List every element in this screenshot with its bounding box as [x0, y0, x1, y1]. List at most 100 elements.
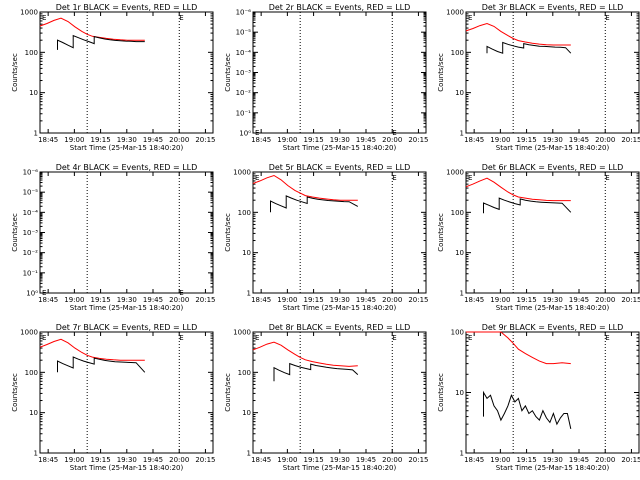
- x-tick-label: 20:15: [195, 296, 215, 304]
- x-axis-label: Start Time (25-Mar-15 18:40:20): [70, 464, 184, 472]
- event-marker: E: [255, 129, 259, 137]
- x-tick-label: 19:45: [356, 136, 376, 144]
- x-tick-label: 19:00: [490, 456, 510, 464]
- x-tick-label: 19:45: [356, 456, 376, 464]
- x-tick-label: 19:30: [543, 136, 563, 144]
- y-tick-label: 10: [29, 409, 38, 417]
- plot-frame: [39, 331, 214, 454]
- event-marker: E: [179, 334, 183, 342]
- event-marker: E: [42, 289, 46, 297]
- x-tick-label: 19:45: [143, 456, 163, 464]
- panel-title: Det 6r BLACK = Events, RED = LLD: [482, 163, 624, 172]
- x-tick-label: 19:15: [303, 136, 323, 144]
- y-tick-label: 1000: [20, 9, 38, 17]
- detector-panel: Det 3r BLACK = Events, RED = LLD 18:45 19:…: [437, 3, 640, 152]
- x-tick-label: 19:30: [330, 456, 350, 464]
- events-rate-line: [57, 34, 145, 50]
- x-tick-label: 18:45: [464, 136, 484, 144]
- x-tick-label: 19:30: [330, 136, 350, 144]
- events-rate-line: [273, 362, 359, 382]
- x-axis-label: Start Time (25-Mar-15 18:40:20): [496, 464, 610, 472]
- y-tick-label: 10⁻²: [236, 89, 252, 97]
- detector-panel: Det 8r BLACK = Events, RED = LLD 18:45 19:…: [224, 323, 429, 472]
- x-tick-label: 19:15: [516, 296, 536, 304]
- panel-title: Det 1r BLACK = Events, RED = LLD: [56, 3, 198, 12]
- x-tick-label: 19:30: [117, 136, 137, 144]
- y-tick-label: 10: [455, 89, 464, 97]
- x-tick-label: 20:00: [169, 456, 189, 464]
- x-tick-label: 19:00: [490, 136, 510, 144]
- y-tick-label: 100: [25, 49, 38, 57]
- x-tick-label: 19:15: [90, 136, 110, 144]
- x-tick-label: 19:30: [117, 296, 137, 304]
- lld-rate-line: [39, 17, 145, 41]
- x-tick-label: 20:00: [595, 136, 615, 144]
- y-tick-label: 10: [29, 89, 38, 97]
- y-tick-label: 1: [34, 450, 38, 458]
- events-rate-line: [270, 195, 359, 213]
- y-tick-label: 10⁻¹: [23, 269, 39, 277]
- events-rate-line: [483, 197, 572, 214]
- y-tick-label: 10⁻⁶: [23, 169, 39, 177]
- plot-frame: [465, 331, 640, 454]
- x-tick-label: 19:45: [569, 296, 589, 304]
- x-tick-label: 18:45: [464, 456, 484, 464]
- events-rate-line: [486, 41, 572, 54]
- event-marker: E: [392, 334, 396, 342]
- y-tick-label: 10⁻²: [23, 249, 39, 257]
- y-tick-label: 1: [460, 450, 464, 458]
- x-tick-label: 18:45: [464, 296, 484, 304]
- x-tick-label: 20:15: [195, 456, 215, 464]
- panel-title: Det 7r BLACK = Events, RED = LLD: [56, 323, 198, 332]
- lld-rate-line: [252, 174, 358, 201]
- x-tick-label: 19:00: [490, 296, 510, 304]
- y-tick-label: 1: [460, 130, 464, 138]
- x-tick-label: 20:15: [408, 296, 428, 304]
- plot-frame: [252, 171, 427, 294]
- detector-panel: Det 7r BLACK = Events, RED = LLD 18:45 19:…: [11, 323, 216, 472]
- plot-frame: [465, 171, 640, 294]
- y-tick-label: 100: [25, 369, 38, 377]
- x-tick-label: 19:15: [90, 456, 110, 464]
- event-marker: E: [179, 289, 183, 297]
- x-tick-label: 19:45: [143, 296, 163, 304]
- x-tick-label: 20:15: [195, 136, 215, 144]
- panel-title: Det 2r BLACK = Events, RED = LLD: [269, 3, 411, 12]
- y-tick-label: 10⁻³: [23, 229, 39, 237]
- detector-panel: Det 4r BLACK = Events, RED = LLD 18:45 19:…: [11, 163, 216, 312]
- y-tick-label: 10⁰: [239, 130, 251, 138]
- events-rate-line: [57, 356, 146, 373]
- lld-rate-line: [466, 331, 571, 365]
- x-tick-label: 20:15: [621, 296, 640, 304]
- x-tick-label: 19:15: [90, 296, 110, 304]
- x-tick-label: 20:15: [408, 456, 428, 464]
- y-tick-label: 10: [242, 409, 251, 417]
- y-tick-label: 10⁻⁶: [236, 9, 252, 17]
- x-tick-label: 18:45: [38, 456, 58, 464]
- x-tick-label: 19:45: [356, 296, 376, 304]
- x-tick-label: 20:15: [621, 456, 640, 464]
- y-axis-label: Counts/sec: [437, 213, 445, 252]
- x-tick-label: 19:30: [543, 456, 563, 464]
- x-tick-label: 19:15: [516, 136, 536, 144]
- y-tick-label: 100: [238, 209, 251, 217]
- y-tick-label: 10⁻⁴: [236, 49, 252, 57]
- event-marker: E: [468, 14, 472, 22]
- x-tick-label: 18:45: [38, 136, 58, 144]
- x-tick-label: 19:00: [64, 456, 84, 464]
- y-axis-label: Counts/sec: [224, 53, 232, 92]
- y-axis-label: Counts/sec: [437, 373, 445, 412]
- y-tick-label: 1: [34, 130, 38, 138]
- x-tick-label: 20:00: [169, 136, 189, 144]
- event-marker: E: [605, 14, 609, 22]
- x-tick-label: 18:45: [251, 456, 271, 464]
- event-marker: E: [605, 334, 609, 342]
- y-tick-label: 10: [455, 389, 464, 397]
- event-marker: E: [392, 129, 396, 137]
- y-tick-label: 1000: [20, 329, 38, 337]
- x-axis-label: Start Time (25-Mar-15 18:40:20): [70, 304, 184, 312]
- lld-rate-line: [465, 177, 571, 202]
- y-tick-label: 10: [455, 249, 464, 257]
- y-tick-label: 1: [460, 290, 464, 298]
- x-tick-label: 19:45: [569, 456, 589, 464]
